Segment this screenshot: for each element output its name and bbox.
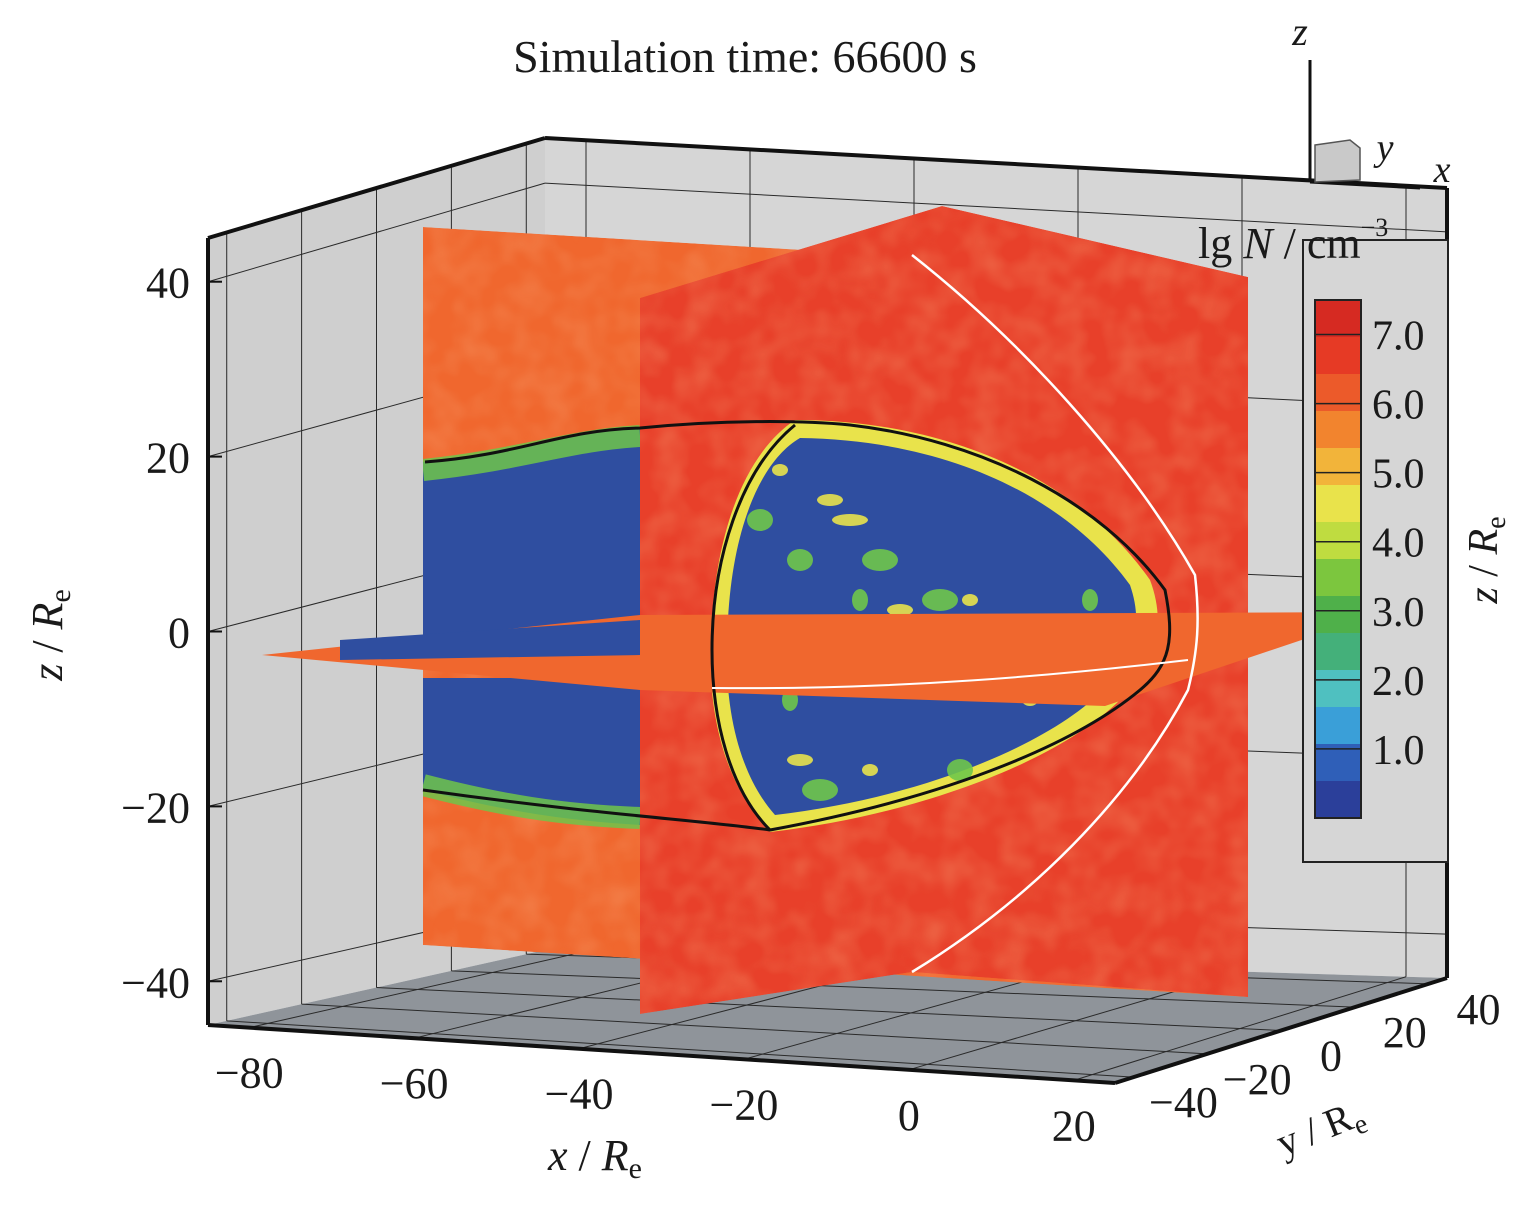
density-speckle bbox=[787, 549, 813, 571]
colorbar: lg N / cm−3 7.0 6.0 5.0 4.0 3.0 2.0 1.0 z / Re bbox=[1198, 213, 1512, 863]
colorbar-tick-label: 4.0 bbox=[1372, 521, 1425, 567]
terminator-slice bbox=[640, 206, 1248, 1014]
density-speckle bbox=[947, 759, 973, 781]
colorbar-swatch bbox=[1315, 522, 1361, 560]
density-speckle bbox=[862, 549, 898, 571]
magnetotail-lobe-north bbox=[423, 428, 640, 645]
box-edge bbox=[544, 136, 1448, 190]
y-tick-labels: −40 −20 0 20 40 bbox=[1149, 985, 1501, 1127]
density-speckle bbox=[802, 779, 838, 801]
bow-shock-boundary bbox=[911, 254, 1199, 974]
density-speckle bbox=[852, 589, 868, 611]
colorbar-swatch bbox=[1315, 744, 1361, 782]
box-edge bbox=[1114, 976, 1448, 1085]
density-speckle bbox=[887, 604, 913, 616]
x-tick-label: −60 bbox=[380, 1059, 449, 1108]
magnetopause-boundary bbox=[422, 420, 1172, 832]
density-speckle bbox=[832, 514, 868, 526]
colorbar-tick-label: 2.0 bbox=[1372, 659, 1425, 705]
colorbar-outline bbox=[1314, 299, 1362, 819]
colorbar-tick-label: 7.0 bbox=[1372, 314, 1425, 360]
colorbar-swatch bbox=[1315, 670, 1361, 708]
colorbar-swatch bbox=[1315, 337, 1361, 375]
orientation-z-label: z bbox=[1291, 9, 1308, 54]
density-speckle bbox=[817, 494, 843, 506]
z-tick-label: 20 bbox=[146, 434, 190, 483]
colorbar-swatch bbox=[1315, 559, 1361, 597]
equatorial-slice-tail-band bbox=[340, 620, 640, 660]
colorbar-title: lg N / cm−3 bbox=[1198, 213, 1388, 268]
orientation-x-label: x bbox=[1433, 149, 1451, 191]
colorbar-tick-label: 1.0 bbox=[1372, 728, 1425, 774]
y-tick-label: 0 bbox=[1320, 1032, 1342, 1081]
colorbar-swatch bbox=[1315, 596, 1361, 634]
chart-title: Simulation time: 66600 s bbox=[513, 31, 977, 82]
orientation-axes: z y x bbox=[1291, 9, 1450, 191]
orientation-cube bbox=[1314, 139, 1361, 183]
density-speckle bbox=[787, 754, 813, 766]
x-tick-labels: −80 −60 −40 −20 0 20 bbox=[215, 1049, 1096, 1151]
density-slices bbox=[262, 206, 1385, 1014]
magnetopause-meridian bbox=[710, 423, 796, 832]
colorbar-swatch bbox=[1315, 300, 1361, 338]
x-tick-label: −20 bbox=[710, 1080, 779, 1129]
colorbar-tick-label: 3.0 bbox=[1372, 590, 1425, 636]
colorbar-side-label: z / Re bbox=[1461, 516, 1512, 604]
x-tick-label: 20 bbox=[1052, 1101, 1096, 1150]
z-tick-label: −40 bbox=[121, 958, 190, 1007]
colorbar-swatch bbox=[1315, 374, 1361, 412]
density-speckle bbox=[962, 594, 978, 606]
z-tick-label: 40 bbox=[146, 259, 190, 308]
density-speckle bbox=[1082, 589, 1098, 611]
z-tick-labels: 40 20 0 −20 −40 bbox=[121, 259, 222, 1007]
x-tick-label: 0 bbox=[898, 1091, 920, 1140]
z-tick-label: −20 bbox=[121, 783, 190, 832]
x-tick-label: −40 bbox=[545, 1070, 614, 1119]
z-axis-label: z / Re bbox=[23, 589, 77, 682]
colorbar-swatch bbox=[1315, 707, 1361, 745]
x-axis: −80 −60 −40 −20 0 20 x / Re bbox=[215, 1049, 1096, 1185]
lobe-edge-north bbox=[423, 425, 641, 481]
orientation-y-label: y bbox=[1373, 127, 1394, 169]
x-axis-label: x / Re bbox=[547, 1131, 642, 1185]
z-axis: 40 20 0 −20 −40 z / Re bbox=[23, 259, 222, 1007]
density-speckle bbox=[772, 464, 788, 476]
colorbar-tick-label: 5.0 bbox=[1372, 452, 1425, 498]
y-axis: −40 −20 0 20 40 y / Re bbox=[1149, 985, 1501, 1165]
colorbar-swatch bbox=[1315, 411, 1361, 449]
box-edge bbox=[207, 1023, 1116, 1085]
colorbar-swatches bbox=[1315, 300, 1361, 819]
grid-line bbox=[301, 1003, 1208, 1055]
lobe-edge-south bbox=[423, 774, 641, 829]
colorbar-tick-labels: 7.0 6.0 5.0 4.0 3.0 2.0 1.0 bbox=[1315, 314, 1425, 774]
y-tick-label: 20 bbox=[1383, 1008, 1427, 1057]
bow-shock-equator bbox=[711, 659, 1189, 690]
y-tick-label: −40 bbox=[1149, 1078, 1218, 1127]
orientation-x-line bbox=[1309, 180, 1421, 190]
grid-line bbox=[451, 970, 1355, 1008]
density-speckle bbox=[862, 764, 878, 776]
grid-line bbox=[376, 987, 1282, 1031]
colorbar-swatch bbox=[1315, 448, 1361, 486]
colorbar-swatch bbox=[1315, 485, 1361, 523]
x-tick-label: −80 bbox=[215, 1049, 284, 1098]
y-tick-label: −20 bbox=[1223, 1055, 1292, 1104]
density-speckle bbox=[922, 589, 958, 611]
grid-line bbox=[544, 182, 1448, 233]
density-speckle bbox=[747, 509, 773, 531]
colorbar-swatch bbox=[1315, 633, 1361, 671]
colorbar-tick-label: 6.0 bbox=[1372, 383, 1425, 429]
y-tick-label: 40 bbox=[1457, 985, 1501, 1034]
grid-line bbox=[226, 1020, 1134, 1078]
z-tick-label: 0 bbox=[168, 609, 190, 658]
colorbar-swatch bbox=[1315, 781, 1361, 819]
box-edge bbox=[207, 136, 546, 240]
